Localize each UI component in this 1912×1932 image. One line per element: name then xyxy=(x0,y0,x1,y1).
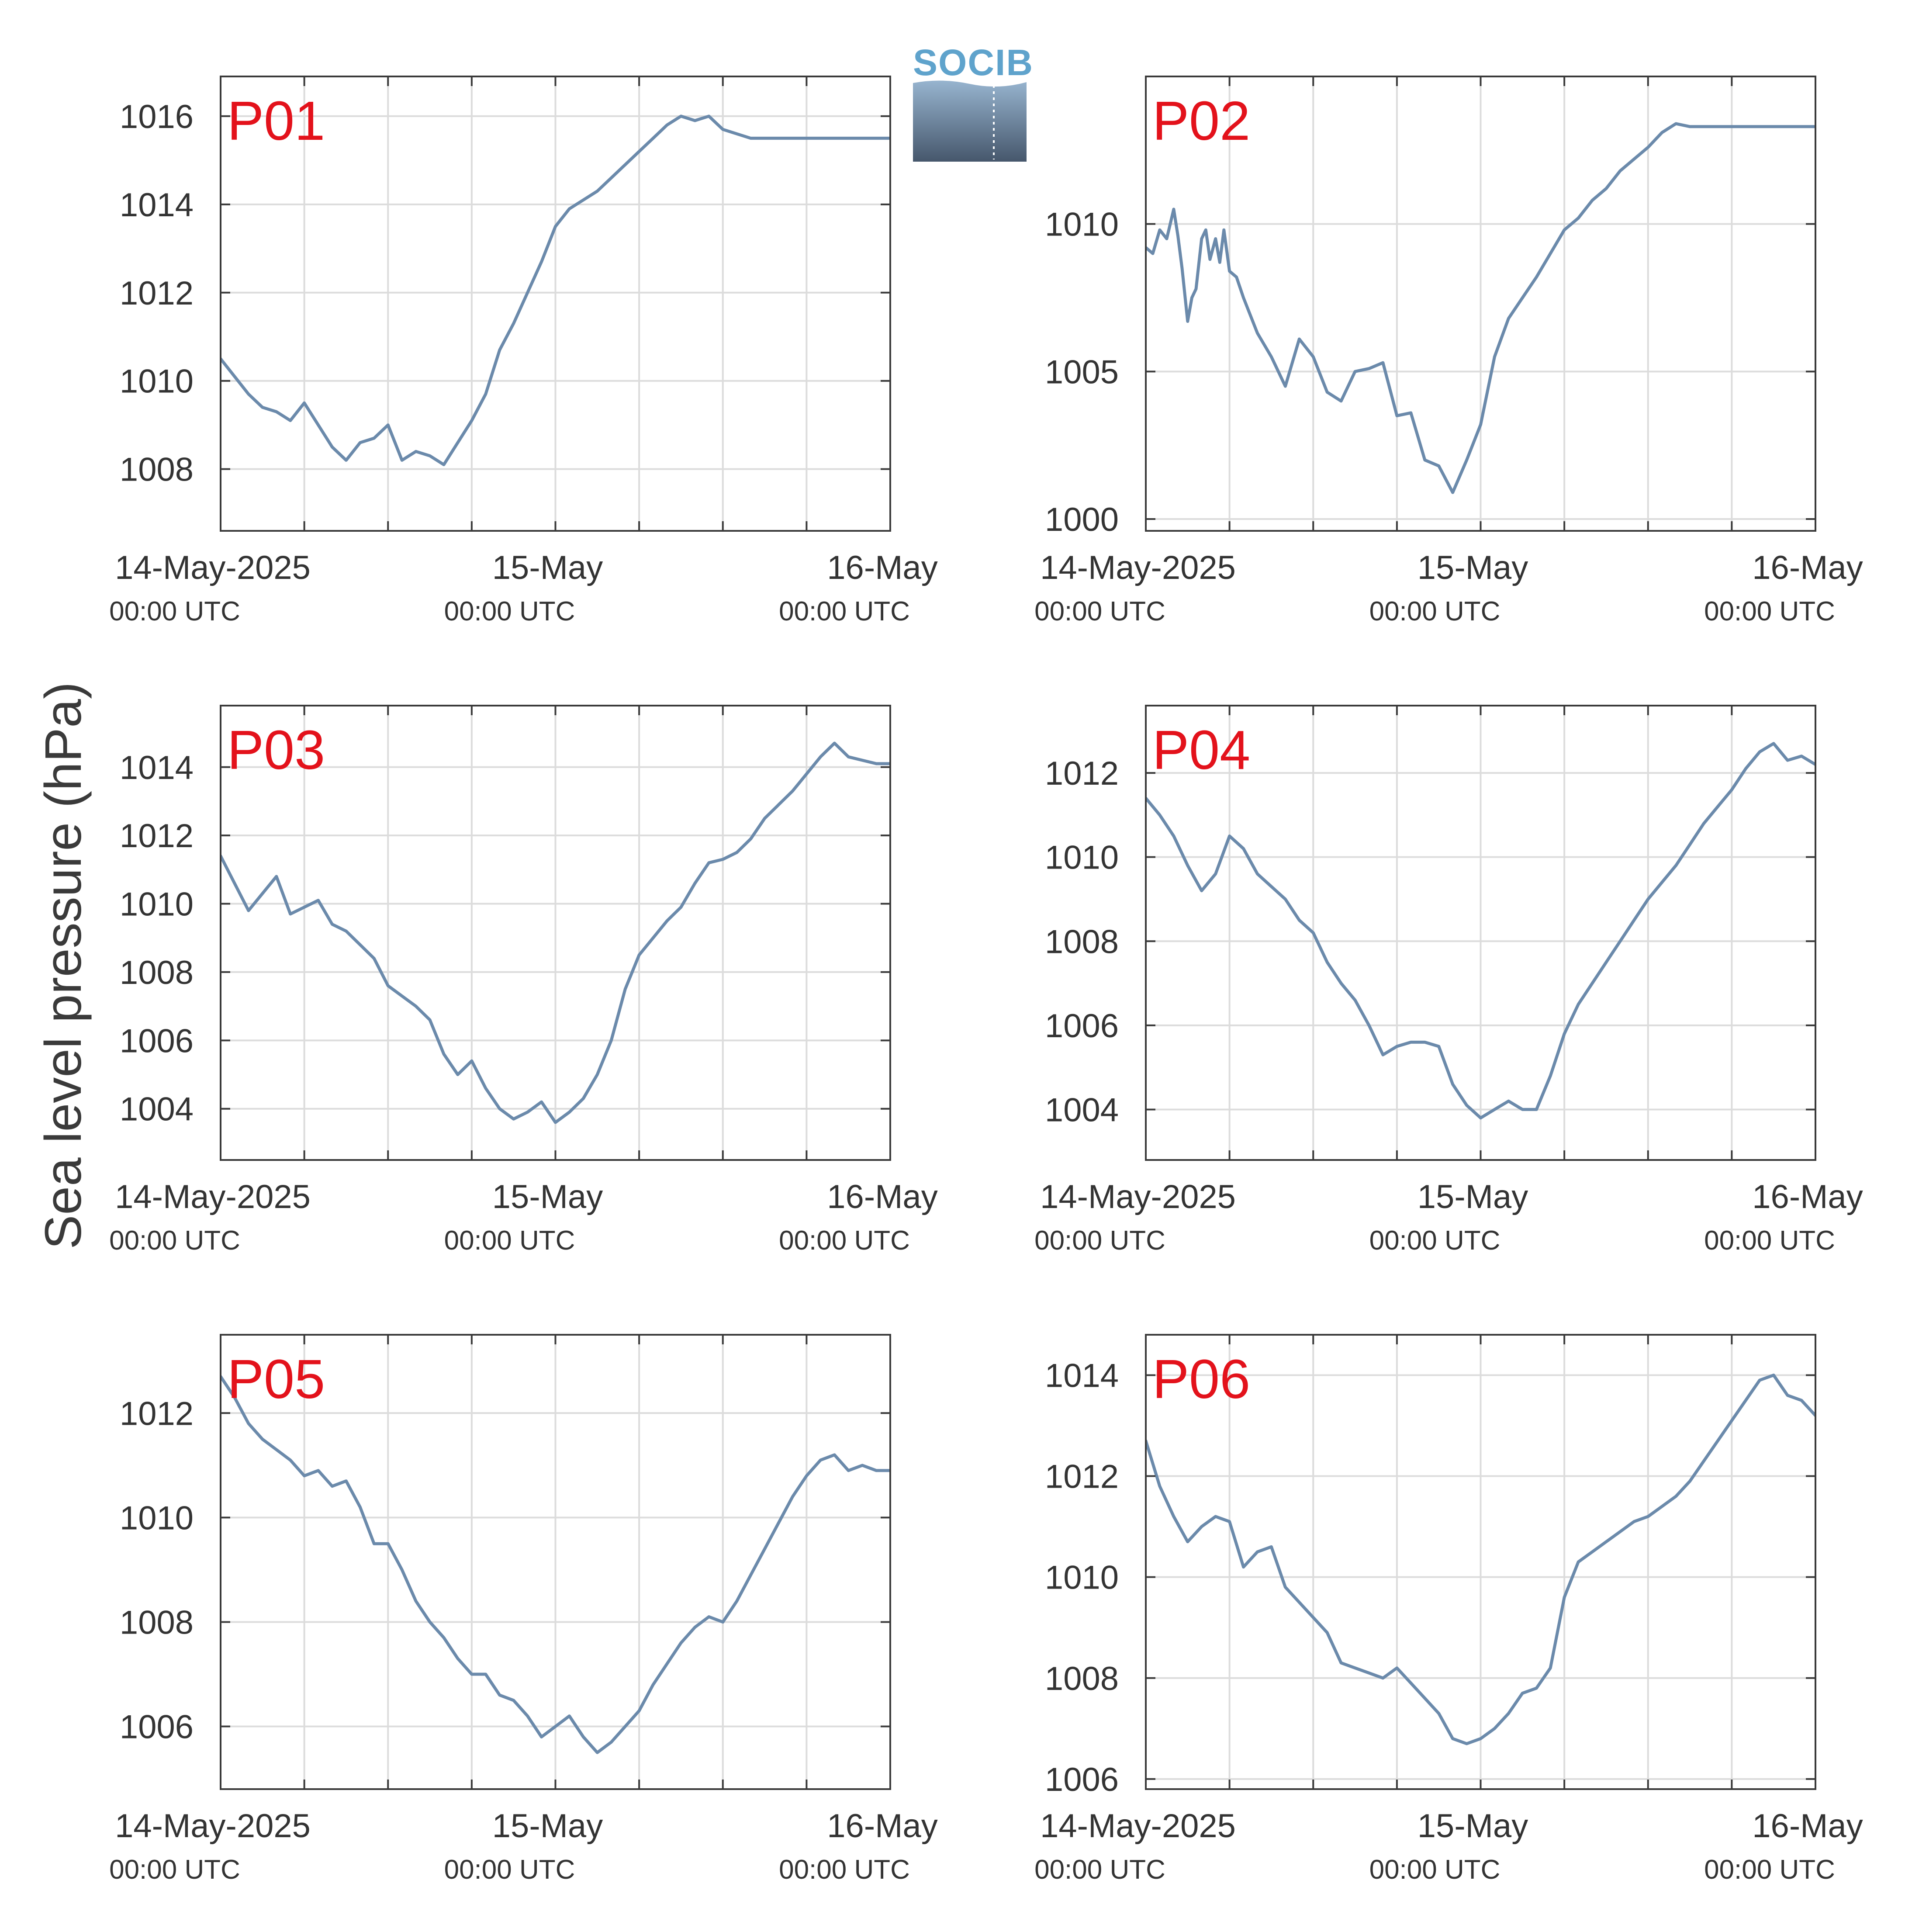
y-tick-label: 1010 xyxy=(1045,206,1119,243)
y-tick-label: 1008 xyxy=(120,1604,194,1641)
x-tick-sublabel: 00:00 UTC xyxy=(779,596,910,627)
pressure-line xyxy=(1146,122,1815,494)
panel-p02: 1000 1005 1010 14-May-2025 00:00 UTC 15-May 00… xyxy=(1034,76,1863,627)
x-tick-sublabel: 00:00 UTC xyxy=(109,1226,240,1256)
x-tick-sublabel: 00:00 UTC xyxy=(1704,1855,1835,1885)
x-tick-label: 14-May-2025 xyxy=(115,1178,311,1215)
pressure-line xyxy=(221,114,890,466)
x-tick-label: 15-May xyxy=(1418,1178,1528,1215)
x-tick-label: 14-May-2025 xyxy=(115,549,311,586)
y-tick-label: 1008 xyxy=(1045,1660,1119,1697)
x-tick-sublabel: 00:00 UTC xyxy=(1034,596,1165,627)
pressure-line xyxy=(221,1375,890,1754)
x-tick-label: 14-May-2025 xyxy=(1040,1178,1236,1215)
x-tick-sublabel: 00:00 UTC xyxy=(779,1855,910,1885)
y-tick-label: 1016 xyxy=(120,98,194,135)
y-tick-label: 1008 xyxy=(1045,923,1119,960)
x-tick-sublabel: 00:00 UTC xyxy=(109,1855,240,1885)
x-tick-label: 14-May-2025 xyxy=(115,1807,311,1845)
x-tick-label: 16-May xyxy=(1752,1178,1863,1215)
y-tick-label: 1012 xyxy=(1045,1458,1119,1496)
y-tick-label: 1014 xyxy=(1045,1357,1119,1394)
y-tick-label: 1010 xyxy=(1045,839,1119,876)
panel-p04: 1004 1006 1008 1010 1012 14-May-2025 00:00 UTC… xyxy=(1034,705,1863,1256)
y-tick-label: 1006 xyxy=(120,1709,194,1746)
x-tick-sublabel: 00:00 UTC xyxy=(1034,1855,1165,1885)
panel-title: P01 xyxy=(227,90,325,152)
x-tick-label: 14-May-2025 xyxy=(1040,549,1236,586)
x-tick-label: 15-May xyxy=(492,1807,603,1845)
y-tick-label: 1008 xyxy=(120,954,194,991)
pressure-line xyxy=(221,741,890,1124)
y-tick-label: 1005 xyxy=(1045,353,1119,391)
y-tick-label: 1012 xyxy=(120,1395,194,1432)
y-tick-label: 1010 xyxy=(120,1499,194,1537)
panel-p01: 1008 1010 1012 1014 1016 14-May-2025 00:00 UTC… xyxy=(109,76,938,627)
y-tick-label: 1014 xyxy=(120,187,194,224)
x-tick-label: 16-May xyxy=(827,1178,937,1215)
panel-p05: 1006 1008 1010 1012 14-May-2025 00:00 UTC 15-M… xyxy=(109,1334,938,1885)
x-tick-label: 15-May xyxy=(492,549,603,586)
x-tick-sublabel: 00:00 UTC xyxy=(1369,1226,1501,1256)
y-tick-label: 1012 xyxy=(120,275,194,312)
x-tick-label: 15-May xyxy=(1418,1807,1528,1845)
x-tick-sublabel: 00:00 UTC xyxy=(444,1226,575,1256)
x-tick-label: 15-May xyxy=(492,1178,603,1215)
y-tick-label: 1010 xyxy=(120,886,194,923)
logo-text: SOCIB xyxy=(913,42,1034,83)
x-tick-sublabel: 00:00 UTC xyxy=(109,596,240,627)
pressure-line xyxy=(1146,742,1815,1120)
y-tick-label: 1012 xyxy=(1045,755,1119,792)
y-tick-label: 1008 xyxy=(120,451,194,488)
panel-title: P03 xyxy=(227,719,325,781)
y-tick-label: 1014 xyxy=(120,749,194,786)
x-tick-label: 14-May-2025 xyxy=(1040,1807,1236,1845)
y-tick-label: 1000 xyxy=(1045,501,1119,538)
x-tick-sublabel: 00:00 UTC xyxy=(1369,596,1501,627)
x-tick-label: 16-May xyxy=(827,549,937,586)
gridlines xyxy=(220,706,891,1160)
x-tick-sublabel: 00:00 UTC xyxy=(1704,596,1835,627)
y-tick-label: 1010 xyxy=(1045,1559,1119,1596)
panel-title: P04 xyxy=(1152,719,1250,781)
panel-title: P02 xyxy=(1152,90,1250,152)
x-tick-label: 15-May xyxy=(1418,549,1528,586)
x-tick-sublabel: 00:00 UTC xyxy=(444,1855,575,1885)
y-tick-label: 1012 xyxy=(120,817,194,855)
x-tick-sublabel: 00:00 UTC xyxy=(1704,1226,1835,1256)
x-tick-sublabel: 00:00 UTC xyxy=(1034,1226,1165,1256)
panel-title: P05 xyxy=(227,1348,325,1410)
x-tick-label: 16-May xyxy=(1752,1807,1863,1845)
x-tick-label: 16-May xyxy=(1752,549,1863,586)
y-tick-label: 1006 xyxy=(120,1022,194,1059)
x-tick-sublabel: 00:00 UTC xyxy=(779,1226,910,1256)
panel-title: P06 xyxy=(1152,1348,1250,1410)
y-tick-label: 1006 xyxy=(1045,1761,1119,1798)
y-tick-label: 1004 xyxy=(120,1091,194,1128)
panels: 1008 1010 1012 1014 1016 14-May-2025 00:00 UTC… xyxy=(109,76,1863,1885)
y-tick-label: 1010 xyxy=(120,363,194,400)
x-tick-sublabel: 00:00 UTC xyxy=(1369,1855,1501,1885)
y-tick-label: 1006 xyxy=(1045,1008,1119,1045)
panel-p03: 1004 1006 1008 1010 1012 1014 14-May-2025 00:00… xyxy=(109,705,938,1256)
pressure-line xyxy=(1146,1373,1815,1745)
y-tick-label: 1004 xyxy=(1045,1091,1119,1129)
y-axis-label: Sea level pressure (hPa) xyxy=(35,682,92,1250)
panel-p06: 1006 1008 1010 1012 1014 14-May-2025 00:00 UTC… xyxy=(1034,1334,1863,1885)
x-tick-label: 16-May xyxy=(827,1807,937,1845)
logo-wave xyxy=(913,80,1027,162)
x-tick-sublabel: 00:00 UTC xyxy=(444,596,575,627)
socib-logo: SOCIB xyxy=(913,42,1034,162)
